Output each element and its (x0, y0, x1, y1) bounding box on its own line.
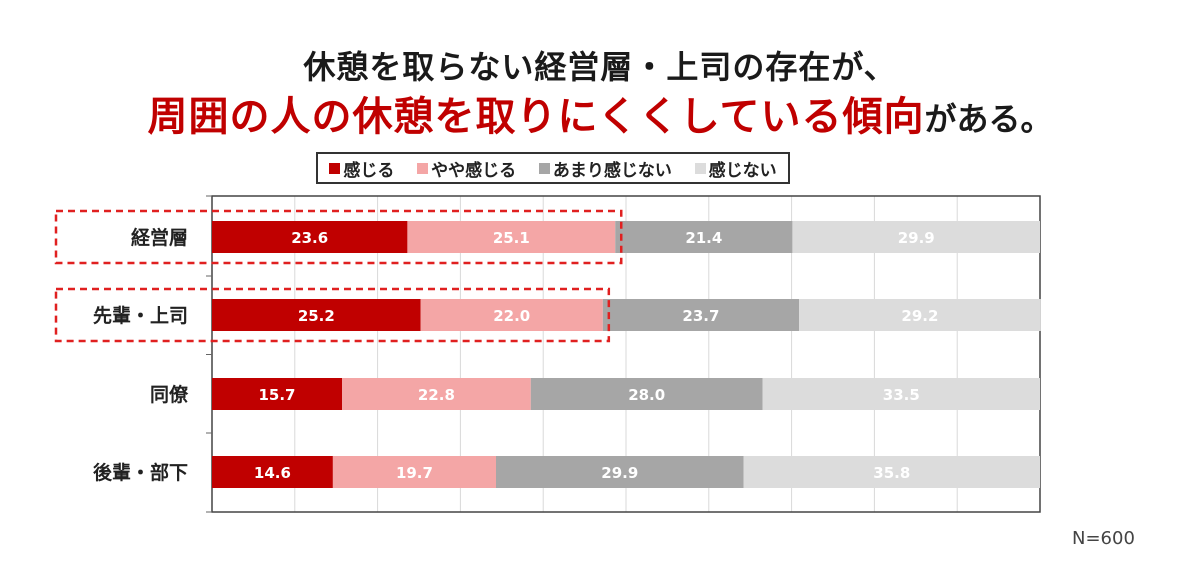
highlight-box (54, 287, 611, 343)
data-label: 29.2 (901, 307, 938, 325)
category-label: 後輩・部下 (93, 461, 188, 484)
highlight-box (54, 209, 623, 265)
bar-segment-4-4 (743, 456, 1040, 488)
data-label: 25.1 (493, 229, 530, 247)
category-label: 同僚 (150, 383, 189, 406)
chart-title-line2: 周囲の人の休憩を取りにくくしている傾向がある。 (0, 84, 1200, 142)
bar-segment-2-1 (212, 299, 421, 331)
bar-segment-2-3 (602, 299, 800, 331)
data-label: 29.9 (601, 464, 638, 482)
category-label: 経営層 (131, 226, 188, 249)
data-label: 23.6 (291, 229, 328, 247)
legend-label-1: 感じる (343, 160, 395, 181)
chart-title-highlight: 周囲の人の休憩を取りにくくしている傾向 (147, 94, 925, 140)
legend-swatch-3 (538, 162, 550, 174)
data-label: 29.9 (898, 229, 935, 247)
legend-label-2: やや感じる (431, 160, 517, 181)
bar-segment-1-1 (212, 221, 408, 253)
legend-swatch-2 (417, 162, 429, 174)
bar-segment-2-2 (420, 299, 603, 331)
bar-segment-3-4 (762, 378, 1040, 410)
data-label: 23.7 (682, 307, 719, 325)
chart-legend: 感じる やや感じる あまり感じない 感じない (316, 152, 790, 184)
bar-segment-3-1 (212, 378, 342, 410)
bar-segment-3-3 (530, 378, 763, 410)
sample-size-note: N=600 (1072, 528, 1135, 549)
chart-title-line1: 休憩を取らない経営層・上司の存在が、 (303, 48, 897, 86)
legend-swatch-4 (694, 162, 706, 174)
bar-segment-4-3 (496, 456, 744, 488)
data-label: 35.8 (873, 464, 910, 482)
data-label: 22.0 (493, 307, 530, 325)
legend-item-3: あまり感じない (538, 156, 672, 181)
category-label: 先輩・上司 (93, 304, 188, 327)
bar-segment-1-2 (407, 221, 616, 253)
bar-segment-3-2 (341, 378, 531, 410)
bar-segment-2-4 (799, 299, 1041, 331)
data-label: 14.6 (254, 464, 291, 482)
data-label: 19.7 (396, 464, 433, 482)
data-label: 28.0 (628, 386, 665, 404)
data-label: 33.5 (883, 386, 920, 404)
data-label: 22.8 (418, 386, 455, 404)
data-label: 25.2 (298, 307, 335, 325)
legend-item-1: 感じる (329, 156, 394, 181)
data-label: 21.4 (685, 229, 722, 247)
bar-segment-1-3 (615, 221, 793, 253)
legend-label-4: 感じない (708, 160, 777, 181)
legend-item-2: やや感じる (417, 156, 516, 181)
chart-title-tail: がある。 (924, 100, 1053, 138)
legend-swatch-1 (329, 162, 341, 174)
legend-item-4: 感じない (694, 156, 777, 181)
data-label: 15.7 (258, 386, 295, 404)
legend-label-3: あまり感じない (552, 160, 672, 181)
bar-segment-1-4 (792, 221, 1040, 253)
bar-segment-4-2 (332, 456, 497, 488)
bar-segment-4-1 (212, 456, 333, 488)
